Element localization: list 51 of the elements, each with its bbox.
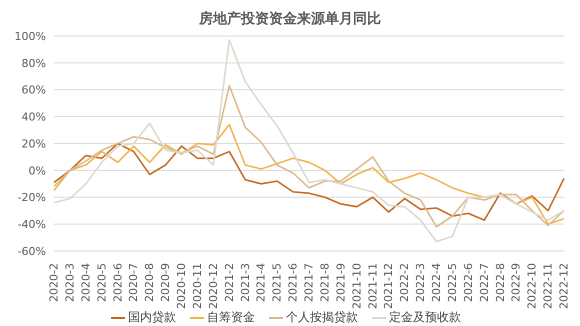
chart-title: 房地产投资资金来源单月同比 xyxy=(198,10,382,29)
legend-label: 个人按揭贷款 xyxy=(286,309,358,326)
line-series xyxy=(53,142,565,221)
x-tick-label: 2021-8 xyxy=(318,263,332,302)
x-tick-label: 2022-8 xyxy=(494,263,507,302)
x-tick-label: 2022-2 xyxy=(398,263,412,302)
y-tick-label: 20% xyxy=(22,137,46,150)
y-tick-label: 60% xyxy=(22,84,46,97)
x-tick-label: 2022-4 xyxy=(430,263,443,302)
x-tick-label: 2021-9 xyxy=(334,263,348,302)
x-tick-label: 2022-10 xyxy=(526,263,539,309)
x-tick-label: 2022-12 xyxy=(558,263,570,309)
y-tick-label: -20% xyxy=(18,191,46,204)
x-tick-label: 2020-5 xyxy=(95,263,108,302)
x-tick-label: 2022-6 xyxy=(462,263,475,302)
line-series xyxy=(53,39,565,242)
y-tick-label: 80% xyxy=(22,56,46,70)
line-series xyxy=(53,124,565,225)
x-tick-label: 2021-10 xyxy=(350,263,364,309)
x-tick-label: 2021-12 xyxy=(382,263,396,309)
x-tick-label: 2020-11 xyxy=(190,263,204,309)
x-tick-label: 2020-7 xyxy=(127,263,140,302)
x-tick-label: 2020-6 xyxy=(111,263,124,302)
y-tick-label: -60% xyxy=(18,244,46,258)
x-tick-label: 2021-2 xyxy=(222,263,236,302)
x-tick-label: 2021-7 xyxy=(302,263,316,302)
y-tick-label: 40% xyxy=(22,110,46,124)
x-tick-label: 2022-7 xyxy=(478,263,491,302)
legend-label: 定金及预收款 xyxy=(389,309,461,326)
x-tick-label: 2021-5 xyxy=(270,263,284,302)
x-tick-label: 2020-12 xyxy=(206,263,220,309)
x-tick-label: 2020-3 xyxy=(63,263,76,302)
x-tick-label: 2022-9 xyxy=(510,263,523,302)
x-tick-label: 2020-4 xyxy=(79,263,92,302)
x-tick-label: 2020-8 xyxy=(143,263,156,302)
y-tick-label: 0% xyxy=(28,164,46,178)
x-tick-label: 2022-5 xyxy=(446,263,459,302)
x-tick-label: 2020-9 xyxy=(159,263,172,302)
x-tick-label: 2021-6 xyxy=(286,263,300,302)
x-tick-label: 2021-4 xyxy=(254,263,268,302)
legend-label: 国内贷款 xyxy=(128,309,176,326)
x-tick-label: 2021-3 xyxy=(238,263,252,302)
x-tick-label: 2022-3 xyxy=(414,263,428,302)
x-tick-label: 2021-11 xyxy=(366,263,380,309)
x-tick-label: 2020-2 xyxy=(48,263,60,302)
legend-label: 自筹资金 xyxy=(207,309,255,326)
y-tick-label: -40% xyxy=(18,218,46,232)
line-series xyxy=(53,84,565,228)
y-tick-label: 100% xyxy=(14,30,46,43)
x-tick-label: 2022-11 xyxy=(542,263,555,309)
x-tick-label: 2020-10 xyxy=(175,263,188,309)
